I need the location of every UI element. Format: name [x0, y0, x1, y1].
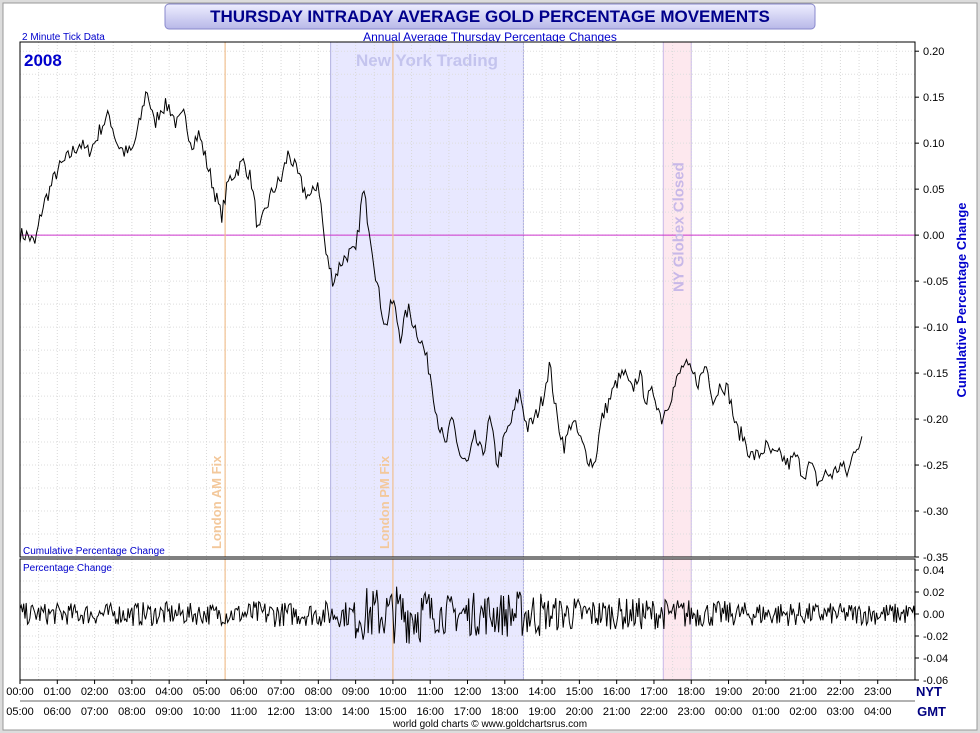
y-tick-label: -0.15 — [923, 368, 948, 380]
nyt-tick-label: 19:00 — [715, 686, 743, 698]
nyt-tick-label: 13:00 — [491, 686, 519, 698]
nyt-tick-label: 22:00 — [827, 686, 855, 698]
gmt-tick-label: 01:00 — [752, 706, 780, 718]
nyt-tick-label: 16:00 — [603, 686, 631, 698]
y-tick-label: -0.05 — [923, 276, 948, 288]
gmt-tick-label: 10:00 — [193, 706, 221, 718]
gmt-tick-label: 23:00 — [677, 706, 705, 718]
y-tick-label: 0.20 — [923, 46, 944, 58]
nyt-tick-label: 14:00 — [528, 686, 556, 698]
gmt-tick-label: 08:00 — [118, 706, 146, 718]
percentage-change-line — [19, 586, 916, 644]
upper-panel-label: Cumulative Percentage Change — [23, 546, 165, 557]
nyt-tick-label: 03:00 — [118, 686, 146, 698]
nyt-tick-label: 17:00 — [640, 686, 668, 698]
new-york-trading-label: New York Trading — [356, 51, 498, 70]
nyt-tick-label: 07:00 — [267, 686, 295, 698]
ny-globex-closed-label: NY Globex Closed — [670, 162, 687, 292]
nyt-tick-label: 12:00 — [454, 686, 482, 698]
lower-y-tick-label: -0.06 — [923, 675, 948, 687]
nyt-tick-label: 15:00 — [566, 686, 594, 698]
cumulative-series-line — [19, 90, 863, 487]
gmt-tick-label: 12:00 — [267, 706, 295, 718]
y-tick-label: -0.10 — [923, 322, 948, 334]
gmt-tick-label: 06:00 — [44, 706, 72, 718]
nyt-tick-label: 00:00 — [6, 686, 34, 698]
nyt-tick-label: 02:00 — [81, 686, 109, 698]
gmt-tick-label: 18:00 — [491, 706, 519, 718]
tick-note: 2 Minute Tick Data — [22, 32, 105, 43]
source-credit: world gold charts © www.goldchartsrus.co… — [392, 719, 587, 730]
y-tick-label: 0.15 — [923, 92, 944, 104]
nyt-tick-label: 20:00 — [752, 686, 780, 698]
gmt-tick-label: 02:00 — [789, 706, 817, 718]
gmt-tick-label: 04:00 — [864, 706, 892, 718]
nyt-tick-label: 08:00 — [305, 686, 333, 698]
globex-closed-band — [662, 41, 692, 558]
chart-title: THURSDAY INTRADAY AVERAGE GOLD PERCENTAG… — [210, 7, 770, 26]
upper-plot-border — [19, 41, 916, 558]
gmt-tick-label: 11:00 — [230, 706, 257, 718]
gmt-tick-label: 07:00 — [81, 706, 109, 718]
gmt-tick-label: 05:00 — [6, 706, 34, 718]
gmt-tick-label: 14:00 — [342, 706, 370, 718]
nyt-tick-label: 09:00 — [342, 686, 370, 698]
gmt-tick-label: 19:00 — [528, 706, 556, 718]
lower-y-tick-label: 0.02 — [923, 587, 944, 599]
gmt-tick-label: 00:00 — [715, 706, 743, 718]
y-tick-label: -0.35 — [923, 552, 948, 564]
nyt-tick-label: 18:00 — [677, 686, 705, 698]
gmt-tick-label: 22:00 — [640, 706, 668, 718]
y-tick-label: 0.10 — [923, 138, 944, 150]
nyt-tick-label: 06:00 — [230, 686, 258, 698]
y-axis-title: Cumulative Percentage Change — [954, 202, 969, 397]
gmt-axis-label: GMT — [917, 704, 946, 719]
lower-y-tick-label: -0.02 — [923, 631, 948, 643]
nyt-tick-label: 11:00 — [417, 686, 444, 698]
nyt-axis-label: NYT — [916, 684, 942, 699]
nyt-tick-label: 23:00 — [864, 686, 892, 698]
nyt-tick-label: 05:00 — [193, 686, 221, 698]
gmt-tick-label: 13:00 — [305, 706, 333, 718]
lower-panel-label: Percentage Change — [23, 563, 112, 574]
y-tick-label: 0.00 — [923, 230, 944, 242]
globex-closed-band — [662, 558, 692, 681]
gmt-tick-label: 17:00 — [454, 706, 482, 718]
gmt-tick-label: 16:00 — [416, 706, 444, 718]
nyt-tick-label: 04:00 — [155, 686, 183, 698]
nyt-tick-label: 01:00 — [44, 686, 72, 698]
nyt-tick-label: 21:00 — [789, 686, 817, 698]
gmt-tick-label: 15:00 — [379, 706, 407, 718]
lower-y-tick-label: 0.04 — [923, 565, 944, 577]
nyt-tick-label: 10:00 — [379, 686, 407, 698]
y-tick-label: -0.30 — [923, 506, 948, 518]
new-york-trading-band — [330, 41, 524, 558]
gmt-tick-label: 03:00 — [827, 706, 855, 718]
london-am-fix-label: London AM Fix — [209, 455, 224, 549]
gmt-tick-label: 09:00 — [155, 706, 183, 718]
gmt-tick-label: 20:00 — [566, 706, 594, 718]
y-tick-label: -0.25 — [923, 460, 948, 472]
lower-y-tick-label: 0.00 — [923, 609, 944, 621]
chart-subtitle: Annual Average Thursday Percentage Chang… — [363, 30, 617, 44]
y-tick-label: 0.05 — [923, 184, 944, 196]
title-box — [164, 3, 816, 30]
gmt-tick-label: 21:00 — [603, 706, 631, 718]
plot-panels: London AM Fix London PM Fix New York Tradi… — [6, 41, 948, 718]
year-label: 2008 — [24, 51, 62, 70]
london-pm-fix-label: London PM Fix — [377, 455, 392, 549]
lower-y-tick-label: -0.04 — [923, 653, 948, 665]
y-tick-label: -0.20 — [923, 414, 948, 426]
